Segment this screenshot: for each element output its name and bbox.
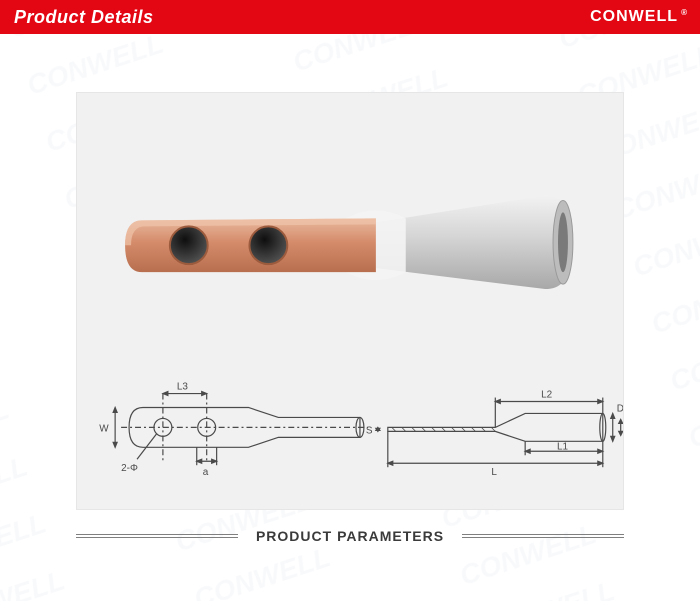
aluminium-barrel	[346, 196, 573, 290]
product-stage: L3 W a 2-Φ	[76, 92, 624, 510]
dim-a: a	[203, 467, 209, 478]
rule-left	[76, 534, 238, 538]
dim-D: D	[617, 403, 623, 414]
parameters-heading-row: PRODUCT PARAMETERS	[76, 528, 624, 544]
brand-label: CONWELL	[590, 8, 686, 26]
product-illustration: L3 W a 2-Φ	[77, 93, 623, 509]
copper-palm	[125, 218, 376, 272]
page-title: Product Details	[14, 7, 154, 28]
dim-L: L	[491, 467, 497, 478]
header-bar: Product Details CONWELL	[0, 0, 700, 34]
parameters-label: PRODUCT PARAMETERS	[256, 528, 444, 544]
dim-L2: L2	[541, 390, 553, 401]
dim-S: S	[366, 425, 373, 436]
rule-right	[462, 534, 624, 538]
dim-L3: L3	[177, 382, 189, 393]
dimension-diagrams: L3 W a 2-Φ	[99, 382, 623, 479]
product-render	[125, 196, 573, 290]
dim-W: W	[99, 423, 109, 434]
dim-L1: L1	[557, 441, 569, 452]
dim-2phi: 2-Φ	[121, 463, 138, 474]
